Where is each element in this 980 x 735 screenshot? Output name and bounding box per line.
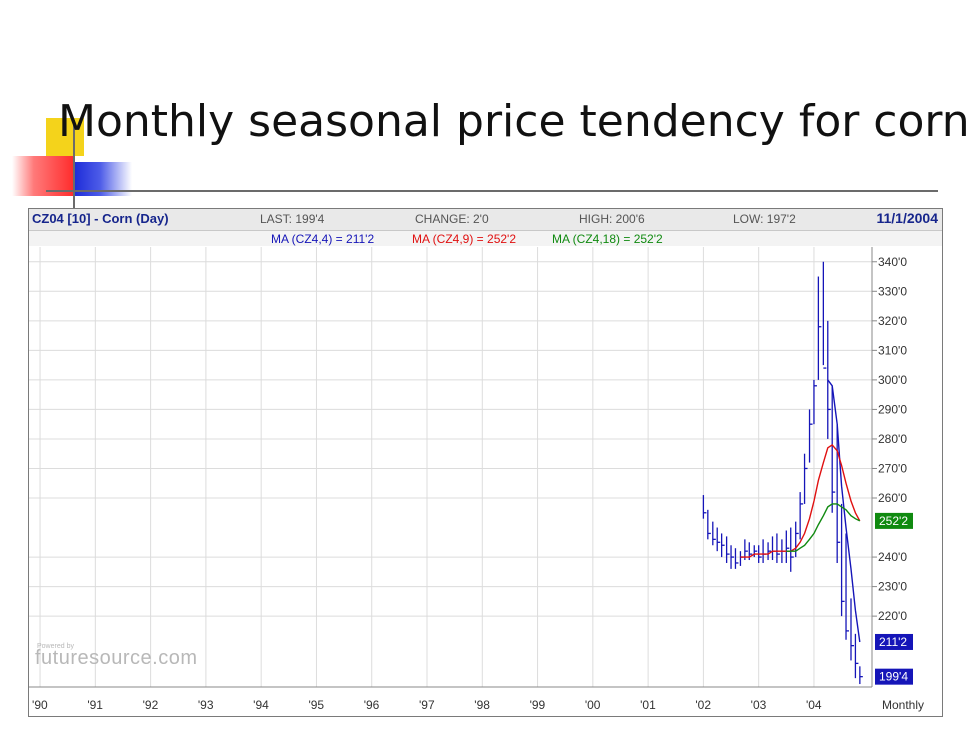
title-underline-rule xyxy=(46,190,938,192)
moving-average-line xyxy=(827,379,861,643)
x-tick-label: '00 xyxy=(585,698,601,712)
x-tick-label: '01 xyxy=(640,698,656,712)
price-chart: CZ04 [10] - Corn (Day) LAST: 199'4 CHANG… xyxy=(28,208,943,717)
y-tick-label: 310'0 xyxy=(878,343,907,357)
y-tick-label: 320'0 xyxy=(878,314,907,328)
last-price: LAST: 199'4 xyxy=(260,212,325,226)
x-tick-label: '97 xyxy=(419,698,435,712)
low-price: LOW: 197'2 xyxy=(733,212,796,226)
x-tick-label: '94 xyxy=(253,698,269,712)
y-tick-label: 260'0 xyxy=(878,491,907,505)
x-tick-label: '98 xyxy=(474,698,490,712)
legend-ma9: MA (CZ4,9) = 252'2 xyxy=(412,232,517,246)
y-tick-label: 330'0 xyxy=(878,284,907,298)
price-badge xyxy=(875,633,913,650)
y-tick-label: 300'0 xyxy=(878,373,907,387)
y-tick-label: 280'0 xyxy=(878,432,907,446)
futuresource-logo: futuresource.com xyxy=(35,647,198,669)
high-price: HIGH: 200'6 xyxy=(579,212,645,226)
decor-vertical-rule xyxy=(73,120,75,220)
chart-header-bar: CZ04 [10] - Corn (Day) LAST: 199'4 CHANG… xyxy=(29,209,942,231)
contract-symbol: CZ04 [10] - Corn (Day) xyxy=(32,211,169,226)
x-tick-label: '03 xyxy=(751,698,767,712)
moving-average-line xyxy=(786,503,861,552)
price-badge xyxy=(875,668,913,685)
x-axis-label: Monthly xyxy=(882,698,924,712)
legend-ma18: MA (CZ4,18) = 252'2 xyxy=(552,232,663,246)
x-tick-label: '90 xyxy=(32,698,48,712)
x-tick-label: '99 xyxy=(530,698,546,712)
moving-average-legend: MA (CZ4,4) = 211'2 MA (CZ4,9) = 252'2 MA… xyxy=(29,231,942,246)
chart-plot: 340'0 330'0 320'0 310'0 300'0 290'0 280'0 270'0… xyxy=(29,247,924,712)
y-tick-label: 270'0 xyxy=(878,461,907,475)
y-tick-label: 290'0 xyxy=(878,402,907,416)
x-tick-label: '92 xyxy=(143,698,159,712)
price-change: CHANGE: 2'0 xyxy=(415,212,489,226)
quote-date: 11/1/2004 xyxy=(876,210,938,226)
legend-ma4: MA (CZ4,4) = 211'2 xyxy=(271,232,375,246)
powered-by-text: Powered by xyxy=(37,643,74,650)
x-tick-label: '93 xyxy=(198,698,214,712)
x-tick-label: '91 xyxy=(87,698,103,712)
x-tick-label: '02 xyxy=(695,698,711,712)
decor-red-bar xyxy=(12,156,74,196)
y-tick-label: 230'0 xyxy=(878,580,907,594)
y-tick-label: 340'0 xyxy=(878,255,907,269)
y-tick-label: 220'0 xyxy=(878,609,907,623)
price-badge xyxy=(875,512,913,529)
x-tick-label: '95 xyxy=(308,698,324,712)
decor-yellow-square xyxy=(46,118,84,156)
price-badge-label: 252'2 xyxy=(879,514,908,528)
y-tick-label: 240'0 xyxy=(878,550,907,564)
slide-title: Monthly seasonal price tendency for corn xyxy=(58,96,970,147)
moving-average-line xyxy=(740,443,861,558)
x-tick-label: '04 xyxy=(806,698,822,712)
price-badge-label: 211'2 xyxy=(879,635,907,649)
price-badge-label: 199'4 xyxy=(879,670,908,684)
x-tick-label: '96 xyxy=(364,698,380,712)
